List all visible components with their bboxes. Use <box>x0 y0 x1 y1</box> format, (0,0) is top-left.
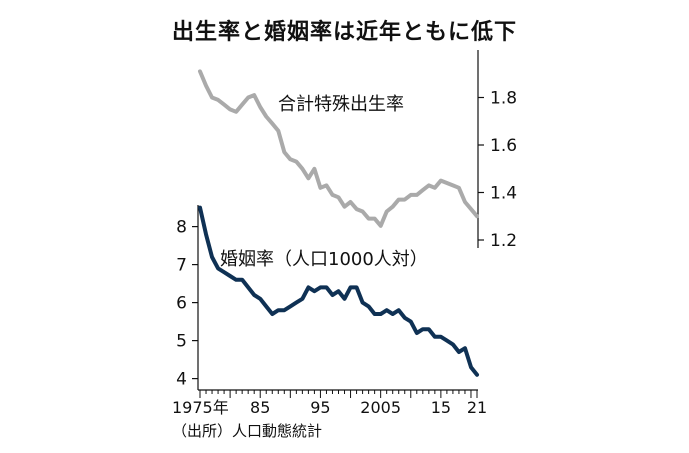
right-y-tick-label: 1.6 <box>490 136 517 156</box>
source-note: （出所）人口動態統計 <box>172 422 323 440</box>
series-label-birth-rate: 合計特殊出生率 <box>278 94 404 115</box>
x-tick-label: 1975年 <box>172 398 229 417</box>
right-y-tick-label: 1.2 <box>490 231 517 251</box>
right-y-ticks: 1.8 1.6 1.4 1.2 <box>478 89 517 251</box>
x-tick-label: 15 <box>431 398 451 417</box>
series-line-marriage-rate <box>198 205 479 377</box>
left-y-ticks: 8 7 6 5 4 <box>176 218 198 390</box>
right-y-tick-label: 1.8 <box>490 89 517 109</box>
x-tick-label: 95 <box>310 398 330 417</box>
chart-title: 出生率と婚姻率は近年ともに低下 <box>171 20 517 45</box>
x-tick-label: 21 <box>467 398 487 417</box>
left-y-tick-label: 4 <box>176 370 187 390</box>
series-line-birth-rate <box>198 69 479 228</box>
left-y-tick-label: 6 <box>176 294 187 314</box>
left-y-tick-label: 5 <box>176 332 187 352</box>
x-tick-label: 85 <box>250 398 270 417</box>
left-y-tick-label: 7 <box>176 256 187 276</box>
x-tick-label: 2005 <box>360 398 401 417</box>
left-y-tick-label: 8 <box>176 218 187 238</box>
right-y-tick-label: 1.4 <box>490 184 517 204</box>
x-ticks: 1975年 85 95 2005 15 21 <box>172 390 487 417</box>
series-label-marriage-rate: 婚姻率（人口1000人対） <box>220 249 428 270</box>
